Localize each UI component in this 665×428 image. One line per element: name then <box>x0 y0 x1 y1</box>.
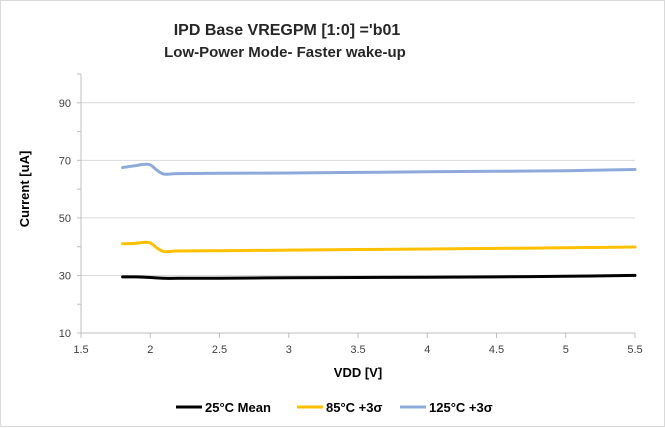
y-tick-label: 70 <box>59 155 71 167</box>
x-tick-label: 3.5 <box>350 344 365 356</box>
series-line-0 <box>121 273 637 280</box>
chart-title-line2: Low-Power Mode- Faster wake-up <box>164 44 406 61</box>
series-line-2 <box>121 162 637 176</box>
x-tick-label: 2.5 <box>212 344 227 356</box>
y-axis-label: Current [uA] <box>17 151 32 228</box>
x-tick-label: 3 <box>286 344 292 356</box>
series-line-1 <box>121 240 637 254</box>
x-tick-label: 4 <box>424 344 430 356</box>
chart-title-line1: IPD Base VREGPM [1:0] ='b01 <box>174 22 401 39</box>
legend-label: 125°C +3σ <box>429 400 493 415</box>
x-tick-label: 1.5 <box>73 344 88 356</box>
legend-label: 25°C Mean <box>205 400 271 415</box>
axes: 10 30 50 70 90 1.5 2 2.5 3 3.5 4 4.5 5 5.5 <box>59 73 643 356</box>
x-tick-label: 5.5 <box>627 344 642 356</box>
y-tick-label: 50 <box>59 213 71 225</box>
y-tick-label: 10 <box>59 328 71 340</box>
x-axis-label: VDD [V] <box>334 365 382 380</box>
y-tick-label: 30 <box>59 270 71 282</box>
series-lines <box>121 162 637 280</box>
x-tick-label: 5 <box>563 344 569 356</box>
legend: 25°C Mean 85°C +3σ 125°C +3σ <box>176 400 493 415</box>
legend-label: 85°C +3σ <box>326 400 382 415</box>
x-tick-label: 4.5 <box>489 344 504 356</box>
gridlines <box>81 102 635 334</box>
x-tick-label: 2 <box>147 344 153 356</box>
y-tick-label: 90 <box>59 98 71 110</box>
